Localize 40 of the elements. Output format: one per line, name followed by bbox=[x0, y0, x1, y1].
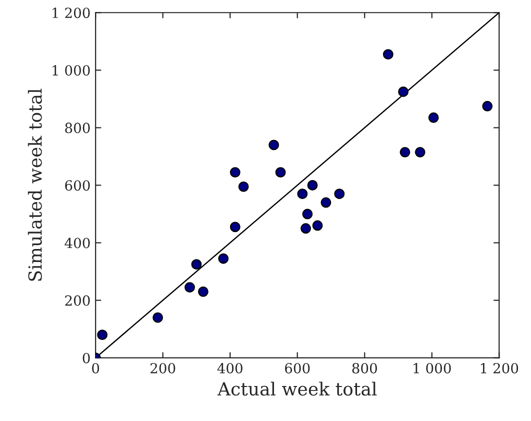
x-tick-label: 0 bbox=[92, 362, 100, 374]
x-tick-label: 200 bbox=[150, 362, 176, 374]
point bbox=[268, 140, 280, 150]
y-tick-label: 600 bbox=[65, 180, 90, 191]
x-tick-label: 600 bbox=[285, 362, 310, 374]
point bbox=[320, 197, 332, 208]
y-tick-label: 800 bbox=[65, 122, 90, 134]
point bbox=[191, 259, 202, 270]
point bbox=[275, 167, 286, 178]
point bbox=[307, 180, 318, 190]
point bbox=[300, 223, 311, 234]
point bbox=[334, 188, 345, 200]
point bbox=[238, 181, 249, 192]
x-axis-title: Actual week total bbox=[217, 382, 377, 396]
y-tick-label: 1 000 bbox=[52, 65, 90, 76]
x-tick-label: 800 bbox=[352, 362, 377, 374]
point bbox=[184, 282, 195, 293]
y-tick-label: 400 bbox=[64, 238, 90, 248]
point bbox=[152, 312, 164, 323]
point bbox=[218, 253, 229, 264]
point bbox=[414, 146, 426, 158]
point bbox=[230, 167, 240, 178]
x-tick-label: 400 bbox=[217, 362, 242, 374]
point bbox=[382, 49, 394, 60]
point bbox=[312, 220, 323, 231]
point bbox=[198, 286, 208, 297]
y-tick-label: 1 200 bbox=[52, 8, 90, 18]
point bbox=[428, 112, 439, 123]
point bbox=[400, 146, 410, 158]
point bbox=[302, 208, 313, 220]
y-tick-label: 200 bbox=[65, 295, 90, 306]
x-tick-label: 1 200 bbox=[480, 362, 518, 374]
y-tick-label: 0 bbox=[82, 352, 90, 364]
point bbox=[398, 86, 409, 97]
point bbox=[482, 100, 493, 112]
y-axis-title: Simulated week total bbox=[28, 88, 42, 281]
x-tick-label: 1 000 bbox=[414, 362, 451, 374]
point bbox=[297, 188, 308, 200]
point bbox=[97, 330, 108, 340]
point bbox=[230, 222, 240, 232]
